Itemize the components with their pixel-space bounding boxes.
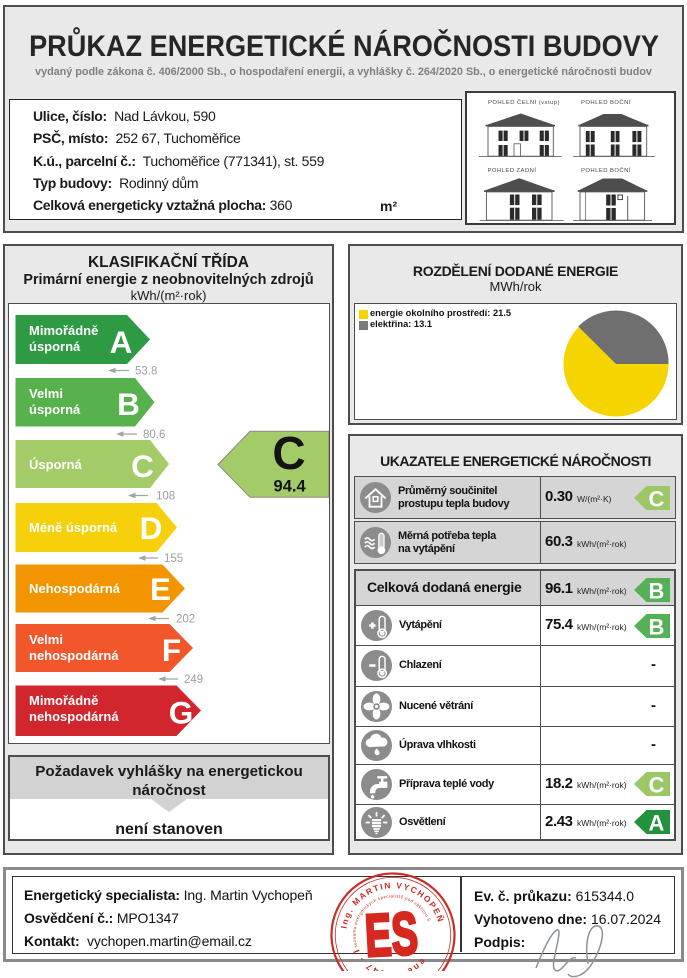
svg-text:G: G xyxy=(169,695,194,731)
svg-text:Mimořádně: Mimořádně xyxy=(29,693,98,708)
svg-text:Velmi: Velmi xyxy=(29,632,63,647)
svg-text:D: D xyxy=(140,510,163,546)
svg-text:nehospodárná: nehospodárná xyxy=(29,709,119,724)
svg-text:53.8: 53.8 xyxy=(135,366,157,378)
svg-text:nehospodárná: nehospodárná xyxy=(29,648,119,663)
svg-text:E: E xyxy=(150,571,171,607)
svg-text:A: A xyxy=(110,324,133,360)
svg-text:úsporná: úsporná xyxy=(29,402,81,417)
svg-text:202: 202 xyxy=(176,614,195,626)
svg-text:Nehospodárná: Nehospodárná xyxy=(29,581,121,596)
svg-text:POHLED ZADNÍ: POHLED ZADNÍ xyxy=(488,167,537,174)
svg-text:94.4: 94.4 xyxy=(274,478,307,496)
svg-text:F: F xyxy=(162,632,181,668)
svg-text:Méně úsporná: Méně úsporná xyxy=(29,520,118,535)
svg-text:POHLED ČELNÍ (vstup): POHLED ČELNÍ (vstup) xyxy=(488,99,560,106)
svg-text:úsporná: úsporná xyxy=(29,339,81,354)
svg-text:C: C xyxy=(131,448,154,484)
svg-text:155: 155 xyxy=(164,553,183,565)
svg-text:Mimořádně: Mimořádně xyxy=(29,323,98,338)
svg-text:ES: ES xyxy=(363,899,419,969)
svg-text:C: C xyxy=(272,427,305,479)
svg-text:POHLED BOČNÍ: POHLED BOČNÍ xyxy=(581,167,631,174)
svg-text:108: 108 xyxy=(156,491,175,503)
svg-text:B: B xyxy=(117,386,140,422)
svg-text:POHLED BOČNÍ: POHLED BOČNÍ xyxy=(581,99,631,106)
svg-text:Úsporná: Úsporná xyxy=(29,457,83,472)
svg-text:80.6: 80.6 xyxy=(143,429,165,441)
svg-text:249: 249 xyxy=(184,674,203,686)
svg-text:Velmi: Velmi xyxy=(29,386,63,401)
